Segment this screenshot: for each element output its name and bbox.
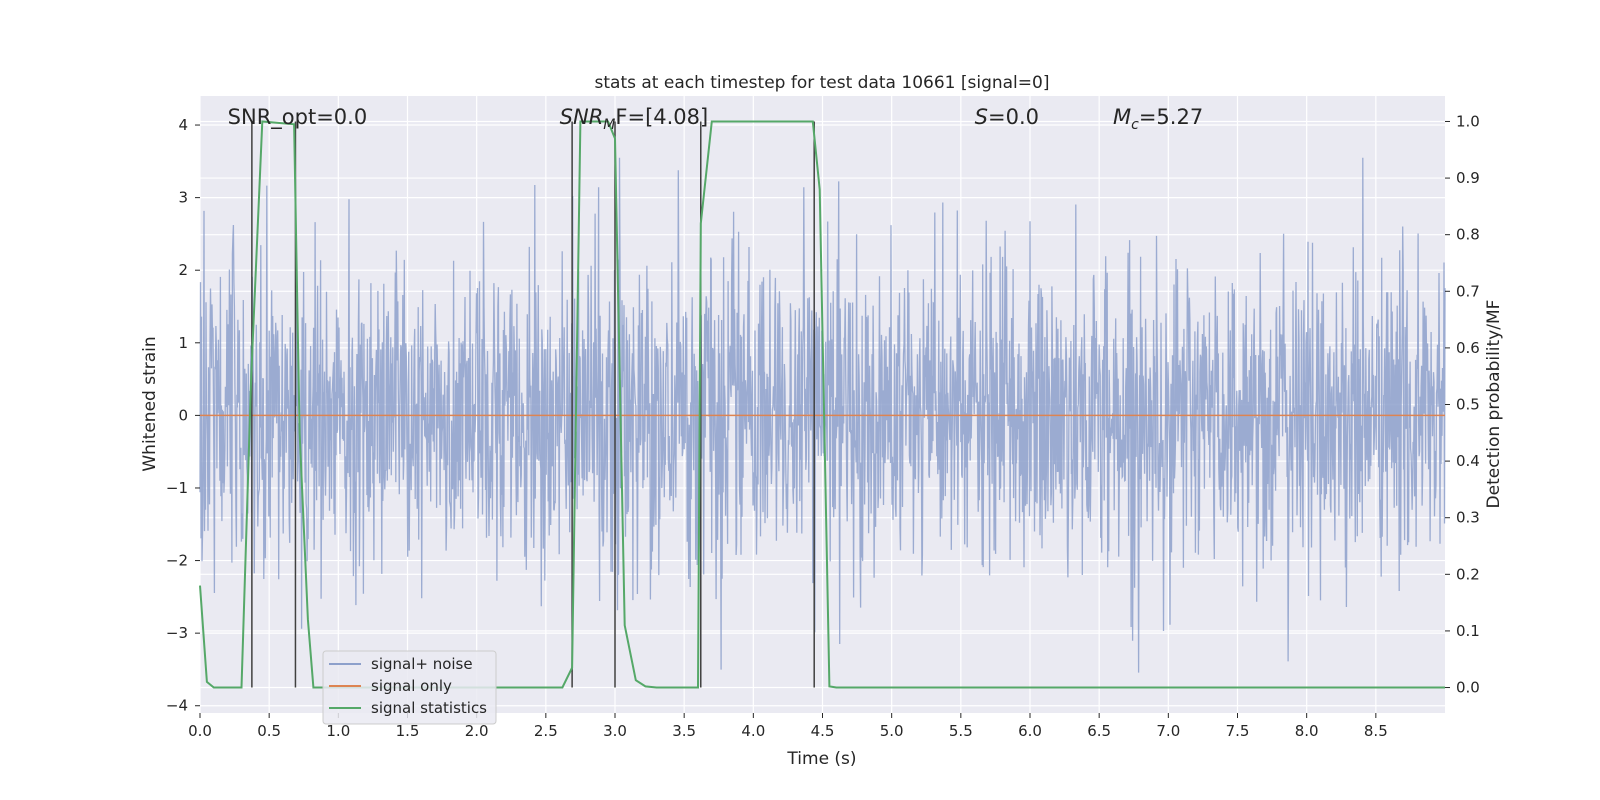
y-tick-label: 2	[178, 261, 188, 279]
y2-tick-label: 0.2	[1456, 565, 1480, 583]
legend-box	[322, 650, 497, 725]
x-tick-label: 3.0	[603, 722, 627, 740]
y2-tick-label: 0.9	[1456, 169, 1480, 187]
legend-label-signal-only: signal only	[371, 677, 452, 695]
y2-axis-label: Detection probability/MF	[1484, 300, 1504, 509]
y2-tick-label: 0.3	[1456, 509, 1480, 527]
x-tick-label: 0.5	[257, 722, 281, 740]
noise-series	[199, 157, 1446, 673]
y2-ticks: 0.0 0.1 0.2 0.3 0.4 0.5 0.6 0.7 0.8 0.9 1.0	[1445, 112, 1480, 697]
x-tick-label: 5.0	[880, 722, 904, 740]
x-tick-label: 1.5	[396, 722, 420, 740]
y2-tick-label: 0.0	[1456, 679, 1480, 697]
x-tick-label: 4.5	[811, 722, 835, 740]
y-tick-label: −2	[166, 552, 188, 570]
chart-title: stats at each timestep for test data 106…	[595, 73, 1050, 93]
y2-tick-label: 0.1	[1456, 622, 1480, 640]
y2-tick-label: 0.7	[1456, 282, 1480, 300]
y-tick-label: 3	[178, 189, 188, 207]
x-tick-label: 8.5	[1364, 722, 1388, 740]
y-tick-label: 4	[178, 116, 188, 134]
x-tick-label: 2.5	[534, 722, 558, 740]
legend-label-statistics: signal statistics	[371, 699, 487, 717]
x-tick-label: 1.0	[326, 722, 350, 740]
x-tick-label: 7.5	[1226, 722, 1250, 740]
y-tick-label: −3	[166, 624, 188, 642]
y2-tick-label: 0.4	[1456, 452, 1480, 470]
noise-trace	[199, 157, 1446, 673]
y-axis-label: Whitened strain	[140, 336, 160, 471]
annotation-2: S=0.0	[975, 105, 1039, 129]
y-tick-label: 1	[178, 334, 188, 352]
y2-tick-label: 0.5	[1456, 396, 1480, 414]
x-tick-label: 6.0	[1018, 722, 1042, 740]
x-tick-label: 2.0	[465, 722, 489, 740]
y-tick-label: −4	[166, 697, 188, 715]
x-tick-label: 5.5	[949, 722, 973, 740]
annotation-3: Mc=5.27	[1113, 105, 1203, 133]
x-tick-label: 6.5	[1087, 722, 1111, 740]
x-tick-label: 4.0	[741, 722, 765, 740]
x-ticks: 0.0 0.5 1.0 1.5 2.0 2.5 3.0 3.5 4.0 4.5 5.0 5.5 6.0 6…	[188, 713, 1388, 740]
vertical-lines	[251, 121, 815, 688]
annotation-1: SNRMF=[4.08]	[560, 105, 709, 133]
annotations: SNR_opt=0.0 SNRMF=[4.08] S=0.0 Mc=5.27	[228, 105, 1204, 133]
x-tick-label: 8.0	[1295, 722, 1319, 740]
x-axis-label: Time (s)	[786, 749, 856, 769]
signal-statistics-line	[199, 120, 1445, 689]
y-tick-label: 0	[178, 406, 188, 424]
legend: signal+ noise signal only signal statist…	[322, 650, 497, 725]
y2-tick-label: 1.0	[1456, 112, 1480, 130]
y2-tick-label: 0.8	[1456, 226, 1480, 244]
x-tick-label: 0.0	[188, 722, 212, 740]
x-tick-label: 3.5	[672, 722, 696, 740]
annotation-0: SNR_opt=0.0	[228, 105, 368, 130]
y2-tick-label: 0.6	[1456, 339, 1480, 357]
y-ticks: −4 −3 −2 −1 0 1 2 3 4	[166, 116, 200, 715]
x-tick-label: 7.0	[1156, 722, 1180, 740]
y-tick-label: −1	[166, 479, 188, 497]
legend-label-noise: signal+ noise	[371, 655, 473, 673]
